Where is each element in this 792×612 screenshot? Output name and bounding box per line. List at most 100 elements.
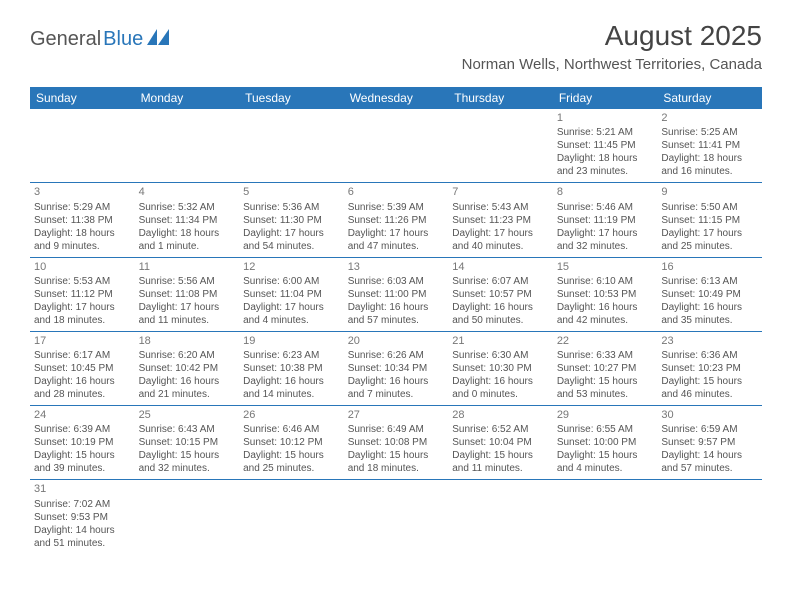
sunset-text: Sunset: 9:57 PM — [661, 436, 758, 449]
sunrise-text: Sunrise: 6:36 AM — [661, 349, 758, 362]
sunset-text: Sunset: 11:00 PM — [348, 288, 445, 301]
day-cell: 20Sunrise: 6:26 AMSunset: 10:34 PMDaylig… — [344, 331, 449, 405]
empty-cell — [448, 109, 553, 183]
day-number: 14 — [452, 260, 549, 274]
day-cell: 17Sunrise: 6:17 AMSunset: 10:45 PMDaylig… — [30, 331, 135, 405]
calendar-body: 1Sunrise: 5:21 AMSunset: 11:45 PM Dayligh… — [30, 109, 762, 554]
day-number: 6 — [348, 185, 445, 199]
day-number: 19 — [243, 334, 340, 348]
day-cell: 10Sunrise: 5:53 AMSunset: 11:12 PMDaylig… — [30, 257, 135, 331]
day-cell: 25Sunrise: 6:43 AMSunset: 10:15 PMDaylig… — [135, 406, 240, 480]
sunset-text: Sunset: 9:53 PM — [34, 511, 131, 524]
daylight-text: Daylight: 17 hours and 47 minutes. — [348, 227, 445, 253]
sunrise-text: Sunrise: 6:00 AM — [243, 275, 340, 288]
sunset-text: Sunset: 10:27 PM — [557, 362, 654, 375]
weekday-header: Sunday — [30, 87, 135, 109]
day-cell: 21Sunrise: 6:30 AMSunset: 10:30 PMDaylig… — [448, 331, 553, 405]
day-cell: 15Sunrise: 6:10 AMSunset: 10:53 PMDaylig… — [553, 257, 658, 331]
sunset-text: Sunset: 11:04 PM — [243, 288, 340, 301]
sunset-text: Sunset: 11:15 PM — [661, 214, 758, 227]
daylight-text: Daylight: 16 hours and 42 minutes. — [557, 301, 654, 327]
empty-cell — [344, 480, 449, 554]
sunrise-text: Sunrise: 6:23 AM — [243, 349, 340, 362]
weekday-header: Friday — [553, 87, 658, 109]
day-cell: 24Sunrise: 6:39 AMSunset: 10:19 PMDaylig… — [30, 406, 135, 480]
logo: General Blue — [30, 28, 169, 51]
sunset-text: Sunset: 10:15 PM — [139, 436, 236, 449]
daylight-text: Daylight: 17 hours and 40 minutes. — [452, 227, 549, 253]
sunset-text: Sunset: 10:19 PM — [34, 436, 131, 449]
flag-icon — [147, 29, 169, 50]
logo-text-general: General — [30, 28, 101, 51]
calendar-table: SundayMondayTuesdayWednesdayThursdayFrid… — [30, 87, 762, 554]
table-row: 24Sunrise: 6:39 AMSunset: 10:19 PMDaylig… — [30, 406, 762, 480]
day-number: 22 — [557, 334, 654, 348]
empty-cell — [30, 109, 135, 183]
day-cell: 28Sunrise: 6:52 AMSunset: 10:04 PMDaylig… — [448, 406, 553, 480]
table-row: 3Sunrise: 5:29 AMSunset: 11:38 PMDayligh… — [30, 183, 762, 257]
sunrise-text: Sunrise: 7:02 AM — [34, 498, 131, 511]
daylight-text: Daylight: 14 hours and 51 minutes. — [34, 524, 131, 550]
daylight-text: Daylight: 15 hours and 39 minutes. — [34, 449, 131, 475]
sunset-text: Sunset: 11:38 PM — [34, 214, 131, 227]
sunrise-text: Sunrise: 6:07 AM — [452, 275, 549, 288]
sunset-text: Sunset: 10:04 PM — [452, 436, 549, 449]
daylight-text: Daylight: 18 hours and 1 minute. — [139, 227, 236, 253]
day-number: 25 — [139, 408, 236, 422]
daylight-text: Daylight: 15 hours and 18 minutes. — [348, 449, 445, 475]
day-cell: 26Sunrise: 6:46 AMSunset: 10:12 PMDaylig… — [239, 406, 344, 480]
sunrise-text: Sunrise: 5:21 AM — [557, 126, 654, 139]
daylight-text: Daylight: 16 hours and 50 minutes. — [452, 301, 549, 327]
sunrise-text: Sunrise: 6:30 AM — [452, 349, 549, 362]
empty-cell — [448, 480, 553, 554]
day-cell: 1Sunrise: 5:21 AMSunset: 11:45 PMDayligh… — [553, 109, 658, 183]
title-block: August 2025 Norman Wells, Northwest Terr… — [462, 20, 762, 73]
sunset-text: Sunset: 10:00 PM — [557, 436, 654, 449]
day-cell: 22Sunrise: 6:33 AMSunset: 10:27 PMDaylig… — [553, 331, 658, 405]
sunset-text: Sunset: 11:19 PM — [557, 214, 654, 227]
day-number: 1 — [557, 111, 654, 125]
sunset-text: Sunset: 11:41 PM — [661, 139, 758, 152]
daylight-text: Daylight: 15 hours and 46 minutes. — [661, 375, 758, 401]
day-number: 20 — [348, 334, 445, 348]
sunset-text: Sunset: 11:08 PM — [139, 288, 236, 301]
weekday-header: Saturday — [657, 87, 762, 109]
sunrise-text: Sunrise: 5:56 AM — [139, 275, 236, 288]
header: General Blue August 2025 Norman Wells, N… — [0, 0, 792, 81]
day-number: 11 — [139, 260, 236, 274]
sunset-text: Sunset: 11:26 PM — [348, 214, 445, 227]
daylight-text: Daylight: 17 hours and 11 minutes. — [139, 301, 236, 327]
daylight-text: Daylight: 17 hours and 25 minutes. — [661, 227, 758, 253]
daylight-text: Daylight: 15 hours and 53 minutes. — [557, 375, 654, 401]
sunset-text: Sunset: 11:45 PM — [557, 139, 654, 152]
day-cell: 18Sunrise: 6:20 AMSunset: 10:42 PMDaylig… — [135, 331, 240, 405]
daylight-text: Daylight: 16 hours and 14 minutes. — [243, 375, 340, 401]
sunrise-text: Sunrise: 5:25 AM — [661, 126, 758, 139]
day-number: 17 — [34, 334, 131, 348]
sunrise-text: Sunrise: 6:33 AM — [557, 349, 654, 362]
day-number: 28 — [452, 408, 549, 422]
day-cell: 4Sunrise: 5:32 AMSunset: 11:34 PMDayligh… — [135, 183, 240, 257]
daylight-text: Daylight: 15 hours and 25 minutes. — [243, 449, 340, 475]
day-cell: 7Sunrise: 5:43 AMSunset: 11:23 PMDayligh… — [448, 183, 553, 257]
day-number: 31 — [34, 482, 131, 496]
daylight-text: Daylight: 17 hours and 4 minutes. — [243, 301, 340, 327]
sunset-text: Sunset: 11:34 PM — [139, 214, 236, 227]
sunset-text: Sunset: 10:49 PM — [661, 288, 758, 301]
sunset-text: Sunset: 10:57 PM — [452, 288, 549, 301]
day-number: 10 — [34, 260, 131, 274]
table-row: 17Sunrise: 6:17 AMSunset: 10:45 PMDaylig… — [30, 331, 762, 405]
daylight-text: Daylight: 16 hours and 21 minutes. — [139, 375, 236, 401]
sunset-text: Sunset: 11:12 PM — [34, 288, 131, 301]
location-text: Norman Wells, Northwest Territories, Can… — [462, 56, 762, 73]
day-cell: 29Sunrise: 6:55 AMSunset: 10:00 PMDaylig… — [553, 406, 658, 480]
sunrise-text: Sunrise: 5:53 AM — [34, 275, 131, 288]
table-row: 1Sunrise: 5:21 AMSunset: 11:45 PMDayligh… — [30, 109, 762, 183]
sunset-text: Sunset: 10:34 PM — [348, 362, 445, 375]
sunset-text: Sunset: 10:45 PM — [34, 362, 131, 375]
daylight-text: Daylight: 16 hours and 28 minutes. — [34, 375, 131, 401]
weekday-header: Tuesday — [239, 87, 344, 109]
sunrise-text: Sunrise: 5:32 AM — [139, 201, 236, 214]
sunrise-text: Sunrise: 5:43 AM — [452, 201, 549, 214]
sunrise-text: Sunrise: 5:50 AM — [661, 201, 758, 214]
